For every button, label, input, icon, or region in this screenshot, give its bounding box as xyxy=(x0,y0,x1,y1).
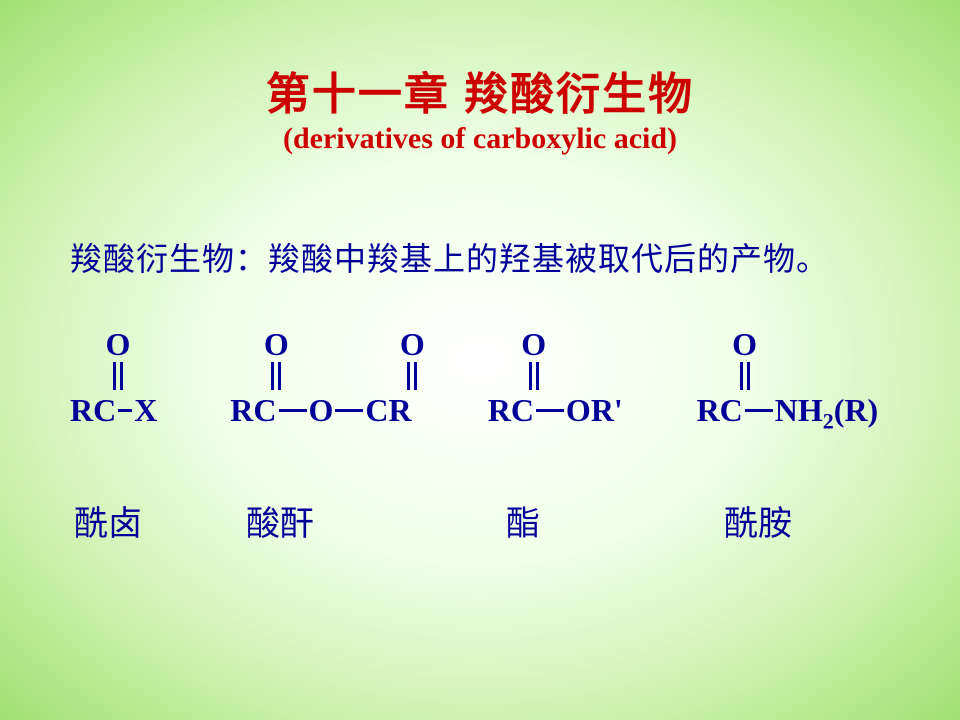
single-bond-icon xyxy=(745,409,773,412)
carbonyl-o: O xyxy=(264,326,289,363)
label-amide: 酰胺 xyxy=(724,496,874,545)
single-bond-icon xyxy=(118,409,132,412)
single-bond-icon xyxy=(536,409,564,412)
structure-acyl-halide: O RCX xyxy=(70,326,196,456)
double-bond-icon xyxy=(271,362,281,390)
chapter-title-english: (derivatives of carboxylic acid) xyxy=(0,122,960,156)
formula-base: RCOCR xyxy=(230,392,411,429)
double-bond-icon xyxy=(113,362,123,390)
label-anhydride: 酸酐 xyxy=(246,496,506,545)
structures-row: O RCX O O RCOCR O RCOR' O RCNH2(R) xyxy=(70,326,920,456)
carbonyl-o: O xyxy=(732,326,757,363)
structure-ester: O RCOR' xyxy=(488,326,663,456)
structure-amide: O RCNH2(R) xyxy=(697,326,920,456)
labels-row: 酰卤 酸酐 酯 酰胺 xyxy=(74,496,920,545)
chapter-title-chinese: 第十一章 羧酸衍生物 xyxy=(0,58,960,122)
structure-anhydride: O O RCOCR xyxy=(230,326,453,456)
single-bond-icon xyxy=(335,409,363,412)
label-ester: 酯 xyxy=(506,496,724,545)
formula-base: RCNH2(R) xyxy=(697,392,879,434)
formula-base: RCX xyxy=(70,392,157,429)
single-bond-icon xyxy=(279,409,307,412)
double-bond-icon xyxy=(407,362,417,390)
formula-base: RCOR' xyxy=(488,392,623,429)
carbonyl-o: O xyxy=(521,326,546,363)
definition-text: 羧酸衍生物：羧酸中羧基上的羟基被取代后的产物。 xyxy=(70,234,829,280)
double-bond-icon xyxy=(529,362,539,390)
carbonyl-o: O xyxy=(106,326,131,363)
double-bond-icon xyxy=(740,362,750,390)
carbonyl-o: O xyxy=(400,326,425,363)
label-acyl-halide: 酰卤 xyxy=(74,496,246,545)
